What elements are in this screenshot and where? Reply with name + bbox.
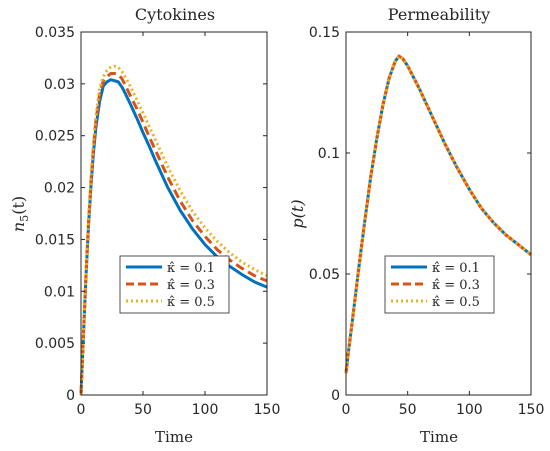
cytokines-x-tick-label: 50 — [134, 402, 152, 418]
cytokines-x-tick-label: 150 — [254, 402, 281, 418]
cytokines-panel: Cytokines 0 50 100 150 0 0.005 0.01 0.015 0.02 0.… — [9, 5, 280, 446]
legend-label: κ̂ = 0.1 — [167, 261, 215, 276]
cytokines-x-tick-label: 0 — [77, 402, 86, 418]
permeability-ticks: 0 50 100 150 0 0.05 0.1 0.15 — [309, 25, 545, 418]
cytokines-y-tick-label: 0.03 — [44, 77, 75, 93]
permeability-axes-box — [345, 31, 532, 396]
permeability-y-tick-label: 0.15 — [309, 25, 340, 41]
permeability-legend: κ̂ = 0.1 κ̂ = 0.3 κ̂ = 0.5 — [384, 255, 495, 314]
permeability-y-tick-label: 0 — [331, 388, 340, 404]
legend-label: κ̂ = 0.5 — [432, 295, 480, 310]
cytokines-legend: κ̂ = 0.1 κ̂ = 0.3 κ̂ = 0.5 — [119, 255, 230, 314]
cytokines-y-tick-label: 0.035 — [35, 25, 75, 41]
cytokines-y-label: n5(t) — [9, 196, 31, 232]
permeability-series-line-dotted — [344, 54, 532, 374]
permeability-series-line-dashed — [344, 54, 532, 374]
legend-label: κ̂ = 0.3 — [432, 278, 480, 293]
permeability-title: Permeability — [388, 5, 490, 24]
cytokines-series-line-solid — [79, 78, 268, 396]
cytokines-series-line-dashed — [79, 71, 268, 396]
permeability-y-tick-label: 0.05 — [309, 267, 340, 283]
cytokines-lines — [79, 64, 268, 396]
cytokines-x-label: Time — [155, 428, 193, 446]
cytokines-axes-box — [80, 31, 268, 396]
permeability-x-tick-label: 0 — [342, 402, 351, 418]
permeability-lines — [344, 54, 532, 374]
permeability-x-tick-label: 100 — [456, 402, 483, 418]
permeability-y-label: p(t) — [288, 199, 307, 228]
legend-label: κ̂ = 0.3 — [167, 278, 215, 293]
permeability-x-tick-label: 150 — [518, 402, 545, 418]
cytokines-series-line-dotted — [79, 64, 268, 396]
cytokines-y-tick-label: 0.02 — [44, 181, 75, 197]
legend-label: κ̂ = 0.1 — [432, 261, 480, 276]
permeability-series-line-solid — [344, 54, 532, 374]
cytokines-ticks: 0 50 100 150 0 0.005 0.01 0.015 0.02 0.025 0.03 0.0… — [35, 25, 280, 418]
permeability-x-label: Time — [420, 428, 458, 446]
cytokines-y-tick-label: 0.005 — [35, 336, 75, 352]
cytokines-title: Cytokines — [135, 5, 215, 24]
cytokines-y-tick-label: 0.01 — [44, 284, 75, 300]
cytokines-y-tick-label: 0.025 — [35, 129, 75, 145]
cytokines-x-tick-label: 100 — [192, 402, 219, 418]
cytokines-y-tick-label: 0 — [66, 388, 75, 404]
permeability-x-tick-label: 50 — [399, 402, 417, 418]
cytokines-y-tick-label: 0.015 — [35, 232, 75, 248]
permeability-y-tick-label: 0.1 — [318, 146, 340, 162]
legend-label: κ̂ = 0.5 — [167, 295, 215, 310]
